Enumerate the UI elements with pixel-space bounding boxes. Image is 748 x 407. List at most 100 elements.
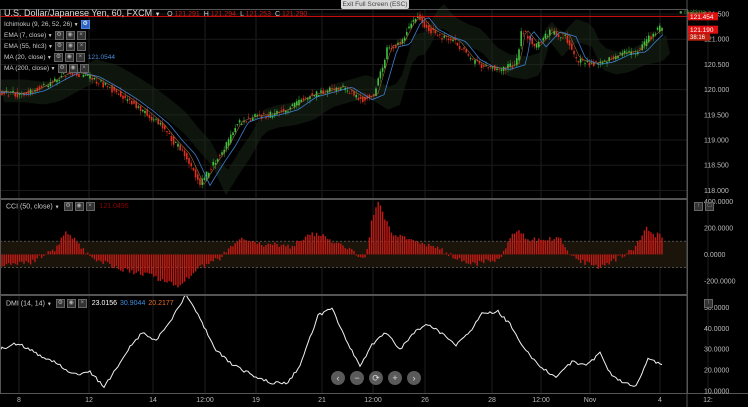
- chevron-down-icon[interactable]: ▼: [46, 33, 53, 40]
- candle-body: [546, 36, 549, 37]
- main-pane-header: U.S. Dollar/Japanese Yen, 60, FXCM ▼ O 1…: [4, 8, 307, 18]
- close-icon[interactable]: ×: [85, 202, 95, 211]
- close-icon[interactable]: ×: [79, 64, 89, 73]
- candle-body: [553, 31, 555, 35]
- close-icon[interactable]: ×: [77, 299, 87, 308]
- close-icon[interactable]: ×: [76, 42, 86, 51]
- candle-body: [353, 91, 355, 96]
- chevron-down-icon[interactable]: ▼: [72, 22, 79, 29]
- candle-body: [322, 90, 324, 95]
- settings-icon[interactable]: ⚙: [55, 299, 65, 308]
- cci-bar: [417, 241, 419, 255]
- chevron-down-icon[interactable]: ▼: [49, 66, 56, 73]
- cci-bar: [62, 235, 65, 255]
- cci-bar: [412, 240, 415, 255]
- candle-body: [364, 96, 366, 101]
- close-icon[interactable]: ×: [76, 31, 86, 40]
- settings-icon[interactable]: ⚙: [53, 53, 63, 62]
- cci-bar: [601, 254, 604, 265]
- chevron-down-icon[interactable]: ▼: [46, 44, 53, 51]
- cci-bar: [445, 252, 448, 255]
- candle-body: [82, 75, 85, 77]
- settings-icon[interactable]: ⚙: [54, 42, 64, 51]
- cci-bar: [617, 254, 619, 256]
- eye-icon[interactable]: ◉: [74, 202, 84, 211]
- indicator-name[interactable]: EMA (7, close): [4, 32, 47, 40]
- cci-axis-label: 200.0000: [704, 226, 733, 233]
- candle-body: [659, 25, 661, 32]
- maximize-icon[interactable]: □: [705, 202, 714, 211]
- arrow-up-icon[interactable]: ↑: [704, 299, 713, 308]
- candle-body: [467, 54, 470, 56]
- candle-body: [256, 114, 258, 116]
- candle-body: [430, 28, 432, 34]
- scroll-right-button[interactable]: ›: [407, 371, 421, 385]
- cci-bar: [511, 233, 514, 255]
- cci-bar: [370, 220, 373, 255]
- indicator-name[interactable]: EMA (55, hlc3): [4, 43, 47, 51]
- cci-bar: [483, 254, 485, 264]
- scroll-left-button[interactable]: ‹: [331, 371, 345, 385]
- cci-axis-label: 400.0000: [704, 199, 733, 206]
- chevron-down-icon[interactable]: ▼: [46, 301, 52, 308]
- reset-button[interactable]: ⟳: [369, 371, 383, 385]
- cci-bar: [588, 254, 591, 263]
- cci-bar: [216, 254, 219, 259]
- ohlc-readout: O 121.291 H 121.294 L 121.253 C 121.290: [163, 11, 307, 18]
- cci-bar: [590, 254, 593, 266]
- indicator-name[interactable]: MA (20, close): [4, 54, 46, 62]
- cci-bar: [115, 254, 118, 267]
- zoom-out-button[interactable]: −: [350, 371, 364, 385]
- exit-fullscreen-button[interactable]: Exit Full Screen (ESC): [341, 0, 409, 9]
- arrow-up-icon[interactable]: ↑: [694, 202, 703, 211]
- price-axis-label: 119.000: [704, 138, 729, 145]
- eye-icon[interactable]: ◉: [66, 299, 76, 308]
- cci-bar: [137, 254, 140, 272]
- candle-body: [179, 144, 181, 151]
- candle-body: [49, 82, 52, 87]
- settings-icon[interactable]: ⚙: [80, 20, 90, 29]
- dmi-axis-label: 50.0000: [704, 305, 729, 312]
- close-icon[interactable]: ×: [75, 53, 85, 62]
- candle-body: [549, 29, 551, 36]
- cci-bar: [201, 254, 203, 265]
- settings-icon[interactable]: ⚙: [57, 64, 67, 73]
- cci-axis-label: -200.0000: [704, 278, 736, 285]
- indicator-name[interactable]: Ichimoku (9, 26, 52, 26): [4, 21, 73, 29]
- zoom-in-button[interactable]: +: [388, 371, 402, 385]
- candle-body: [410, 23, 412, 29]
- cci-bar: [597, 254, 599, 269]
- candle-body: [146, 109, 148, 116]
- cci-bar: [304, 236, 307, 255]
- eye-icon[interactable]: ◉: [64, 53, 74, 62]
- eye-icon[interactable]: ◉: [65, 31, 75, 40]
- candle-body: [423, 21, 426, 28]
- indicator-name[interactable]: MA (200, close): [4, 65, 50, 73]
- indicator-list: Ichimoku (9, 26, 52, 26) ▼ ⚙ EMA (7, close…: [4, 20, 115, 75]
- settings-icon[interactable]: ⚙: [54, 31, 64, 40]
- settings-icon[interactable]: ⚙: [63, 202, 73, 211]
- candle-body: [7, 95, 10, 97]
- eye-icon[interactable]: ◉: [65, 42, 75, 51]
- chevron-down-icon[interactable]: ▼: [45, 55, 52, 62]
- cci-bar: [329, 239, 331, 255]
- candle-body: [348, 93, 351, 95]
- cci-bar: [467, 254, 470, 264]
- cci-bar: [458, 254, 461, 259]
- candle-body: [166, 130, 168, 133]
- candle-body: [643, 41, 646, 46]
- eye-icon[interactable]: ◉: [68, 64, 78, 73]
- dmi-title[interactable]: DMI (14, 14): [6, 300, 45, 308]
- chevron-down-icon[interactable]: ▼: [54, 204, 60, 211]
- candle-body: [93, 77, 96, 80]
- cci-axis-label: 0.0000: [704, 252, 726, 259]
- symbol-title[interactable]: U.S. Dollar/Japanese Yen, 60, FXCM: [4, 8, 153, 18]
- dmi-axis-label: 20.0000: [704, 368, 729, 375]
- chevron-down-icon[interactable]: ▼: [154, 12, 161, 18]
- cci-bar: [320, 236, 322, 255]
- cci-title[interactable]: CCI (50, close): [6, 203, 53, 211]
- cci-bar: [355, 254, 357, 256]
- cci-bar: [390, 232, 393, 255]
- cci-bar: [212, 254, 214, 262]
